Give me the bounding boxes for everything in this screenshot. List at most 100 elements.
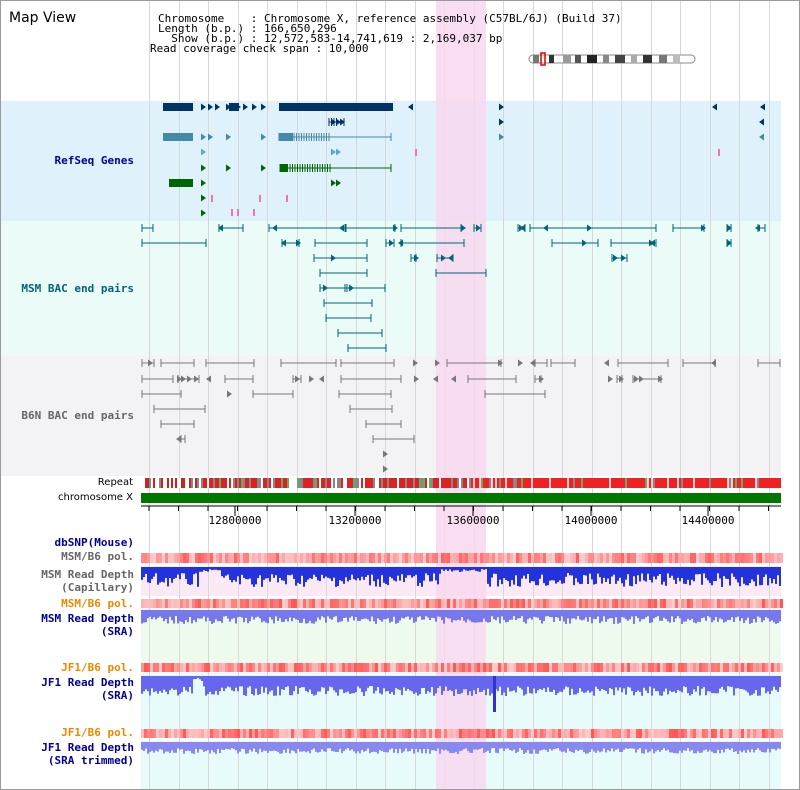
depth-bar	[229, 567, 231, 580]
depth-bar	[579, 742, 581, 750]
bac-end-arrow	[621, 254, 626, 262]
polymorphism-cell	[570, 729, 573, 738]
repeat-segment	[457, 478, 459, 488]
polymorphism-cell	[528, 729, 531, 738]
polymorphism-cell	[375, 553, 378, 563]
depth-bar	[445, 567, 447, 570]
polymorphism-cell	[522, 729, 525, 738]
repeat-segment	[707, 478, 709, 488]
depth-bar	[143, 676, 145, 692]
polymorphism-cell	[567, 599, 570, 608]
polymorphism-cell	[198, 729, 201, 738]
b6n-bac-label[interactable]: B6N BAC end pairs	[21, 409, 134, 422]
polymorphism-cell	[699, 553, 702, 563]
polymorphism-cell	[363, 599, 366, 608]
depth-bar	[307, 676, 309, 693]
polymorphism-cell	[585, 599, 588, 608]
chromosome-bar[interactable]	[141, 493, 781, 503]
depth-bar	[429, 567, 431, 582]
polymorphism-cell	[654, 729, 657, 738]
polymorphism-cell	[576, 729, 579, 738]
depth-bar	[325, 567, 327, 577]
depth-bar	[243, 567, 245, 578]
polymorphism-cell	[732, 663, 735, 672]
depth-bar	[163, 676, 165, 690]
refseq-genes-label[interactable]: RefSeq Genes	[54, 154, 134, 167]
depth-bar	[217, 610, 219, 622]
depth-bar	[597, 567, 599, 574]
depth-bar	[363, 610, 365, 619]
msm-depth-capillary-label[interactable]: MSM Read Depth	[41, 568, 134, 581]
depth-bar	[467, 742, 469, 751]
selected-region-highlight[interactable]	[436, 1, 486, 789]
msm-pol-capillary-label[interactable]: MSM/B6 pol.	[61, 550, 134, 563]
polymorphism-cell	[336, 663, 339, 672]
depth-bar	[661, 676, 663, 696]
depth-bar	[509, 742, 511, 751]
depth-bar	[607, 610, 609, 620]
polymorphism-cell	[630, 599, 633, 608]
polymorphism-cell	[444, 553, 447, 563]
depth-bar	[769, 742, 771, 753]
jf1-pol-trim-label[interactable]: JF1/B6 pol.	[61, 726, 134, 739]
depth-bar	[621, 676, 623, 693]
polymorphism-cell	[408, 553, 411, 563]
polymorphism-cell	[504, 553, 507, 563]
depth-bar	[711, 610, 713, 623]
bac-end-arrow	[349, 284, 354, 292]
depth-bar	[533, 567, 535, 582]
chromosome-ideogram[interactable]	[528, 52, 699, 66]
depth-bar	[263, 610, 265, 622]
repeat-segment	[305, 478, 307, 488]
depth-bar	[609, 567, 611, 584]
repeat-track[interactable]	[141, 478, 781, 488]
depth-bar	[489, 676, 491, 696]
grid-line	[621, 1, 622, 789]
polymorphism-cell	[495, 663, 498, 672]
depth-bar	[291, 610, 293, 622]
polymorphism-cell	[423, 663, 426, 672]
jf1-pol-sra-label[interactable]: JF1/B6 pol.	[61, 661, 134, 674]
repeat-segment	[637, 478, 639, 488]
polymorphism-cell	[462, 553, 465, 563]
depth-bar	[697, 742, 699, 752]
depth-bar	[375, 676, 377, 691]
depth-bar	[283, 610, 285, 622]
depth-bar	[663, 567, 665, 582]
repeat-segment	[425, 478, 427, 488]
depth-bar	[697, 567, 699, 575]
dbsnp-label[interactable]: dbSNP(Mouse)	[54, 536, 134, 549]
ideogram-band	[563, 55, 571, 63]
polymorphism-cell	[444, 729, 447, 738]
depth-bar	[277, 567, 279, 583]
polymorphism-cell	[402, 553, 405, 563]
repeat-segment	[529, 478, 531, 488]
polymorphism-depth-tracks[interactable]	[141, 1, 783, 790]
depth-bar	[265, 610, 267, 623]
msm-bac-label[interactable]: MSM BAC end pairs	[21, 282, 134, 295]
polymorphism-cell	[669, 553, 672, 563]
depth-bar	[453, 567, 455, 571]
depth-bar	[365, 567, 367, 577]
depth-bar	[777, 742, 779, 749]
polymorphism-cell	[438, 729, 441, 738]
jf1-depth-trim-label[interactable]: JF1 Read Depth	[41, 741, 134, 754]
polymorphism-cell	[765, 599, 768, 608]
repeat-segment	[363, 478, 365, 488]
polymorphism-cell	[459, 553, 462, 563]
depth-bar	[555, 742, 557, 749]
polymorphism-cell	[615, 599, 618, 608]
polymorphism-cell	[246, 599, 249, 608]
msm-pol-sra-label[interactable]: MSM/B6 pol.	[61, 597, 134, 610]
depth-bar	[199, 610, 201, 619]
jf1-depth-sra-label[interactable]: JF1 Read Depth	[41, 676, 134, 689]
depth-bar	[521, 742, 523, 751]
msm-depth-sra-label[interactable]: MSM Read Depth	[41, 612, 134, 625]
depth-bar	[275, 567, 277, 576]
depth-bar	[487, 676, 489, 689]
depth-bar	[551, 610, 553, 618]
polymorphism-cell	[333, 553, 336, 563]
